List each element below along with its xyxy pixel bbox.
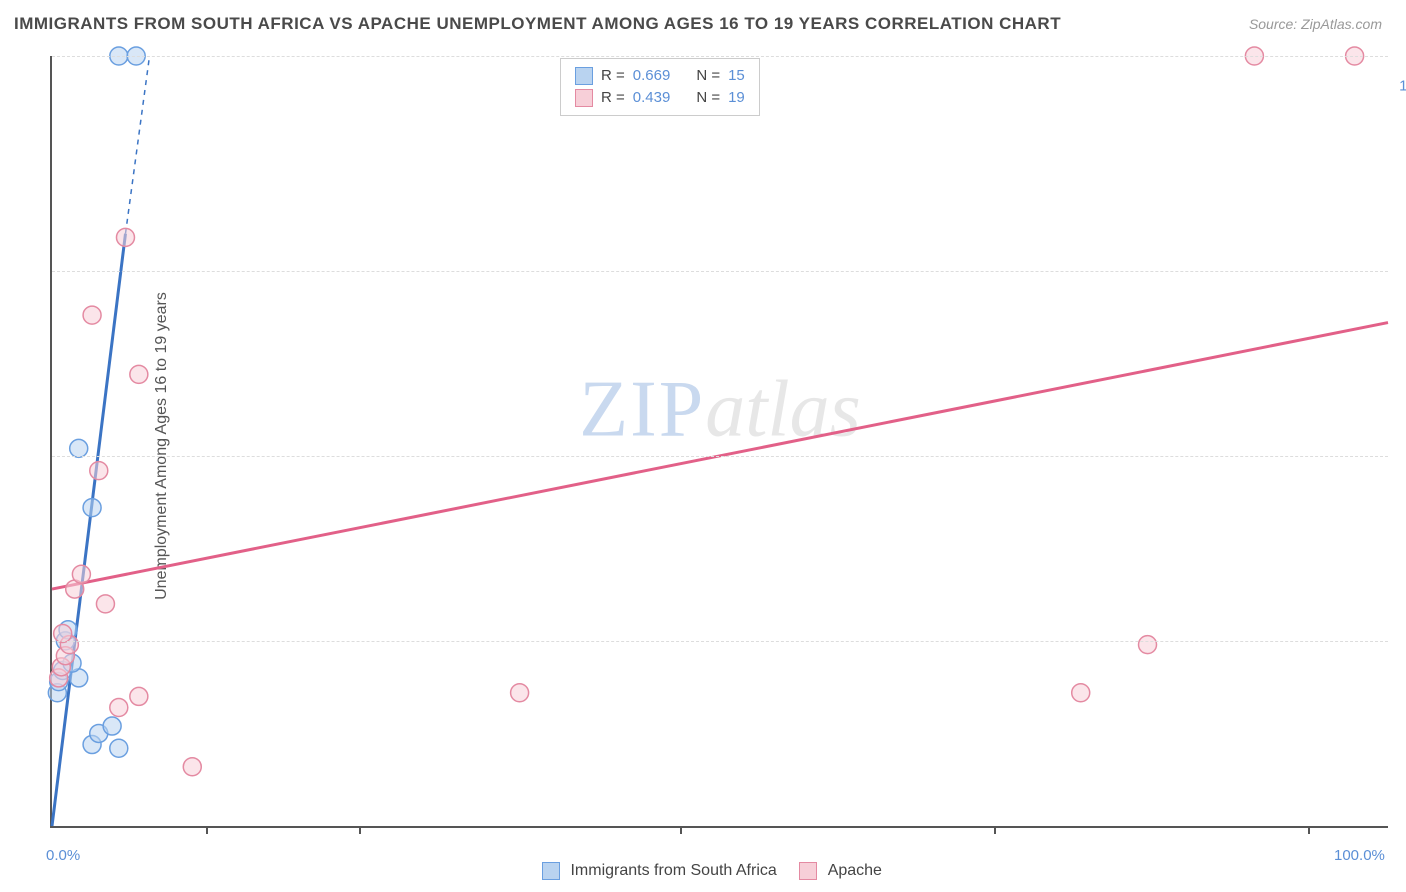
data-point <box>130 687 148 705</box>
legend-r-label-2: R = <box>601 87 625 109</box>
data-point <box>83 306 101 324</box>
y-tick-label: 25.0% <box>1394 632 1406 649</box>
legend-bottom-label-1: Immigrants from South Africa <box>570 862 776 879</box>
x-tick <box>994 826 996 834</box>
legend-row-series1: R = 0.669 N = 15 <box>575 65 745 87</box>
data-point <box>54 625 72 643</box>
gridline <box>52 56 1388 57</box>
gridline <box>52 271 1388 272</box>
data-point <box>70 439 88 457</box>
data-point <box>96 595 114 613</box>
legend-n-label-2: N = <box>696 87 720 109</box>
legend-bottom-swatch-1 <box>542 862 560 880</box>
data-point <box>103 717 121 735</box>
data-point <box>83 499 101 517</box>
legend-n-value-1: 15 <box>728 65 745 87</box>
legend-row-series2: R = 0.439 N = 19 <box>575 87 745 109</box>
legend-swatch-series1 <box>575 67 593 85</box>
data-point <box>110 699 128 717</box>
x-tick <box>1308 826 1310 834</box>
y-tick-label: 50.0% <box>1394 447 1406 464</box>
legend-bottom-swatch-2 <box>799 862 817 880</box>
source-label: Source: ZipAtlas.com <box>1249 16 1382 32</box>
y-tick-label: 75.0% <box>1394 262 1406 279</box>
legend-swatch-series2 <box>575 89 593 107</box>
x-tick <box>359 826 361 834</box>
data-point <box>90 462 108 480</box>
gridline <box>52 456 1388 457</box>
data-point <box>183 758 201 776</box>
data-point <box>1072 684 1090 702</box>
trend-line <box>125 56 149 234</box>
legend-r-label: R = <box>601 65 625 87</box>
data-point <box>130 365 148 383</box>
chart-title: IMMIGRANTS FROM SOUTH AFRICA VS APACHE U… <box>14 14 1061 34</box>
gridline <box>52 641 1388 642</box>
legend-r-value-1: 0.669 <box>633 65 671 87</box>
y-tick-label: 100.0% <box>1394 77 1406 94</box>
data-point <box>110 739 128 757</box>
x-tick <box>680 826 682 834</box>
data-point <box>1139 636 1157 654</box>
chart-svg <box>52 56 1388 826</box>
legend-bottom-label-2: Apache <box>828 862 882 879</box>
data-point <box>72 565 90 583</box>
legend-bottom: Immigrants from South Africa Apache <box>0 862 1406 880</box>
x-tick <box>206 826 208 834</box>
data-point <box>511 684 529 702</box>
data-point <box>116 228 134 246</box>
plot-area: ZIPatlas 25.0%50.0%75.0%100.0%0.0%100.0% <box>50 56 1388 828</box>
legend-r-value-2: 0.439 <box>633 87 671 109</box>
legend-n-value-2: 19 <box>728 87 745 109</box>
legend-n-label: N = <box>696 65 720 87</box>
legend-correlation: R = 0.669 N = 15 R = 0.439 N = 19 <box>560 58 760 116</box>
